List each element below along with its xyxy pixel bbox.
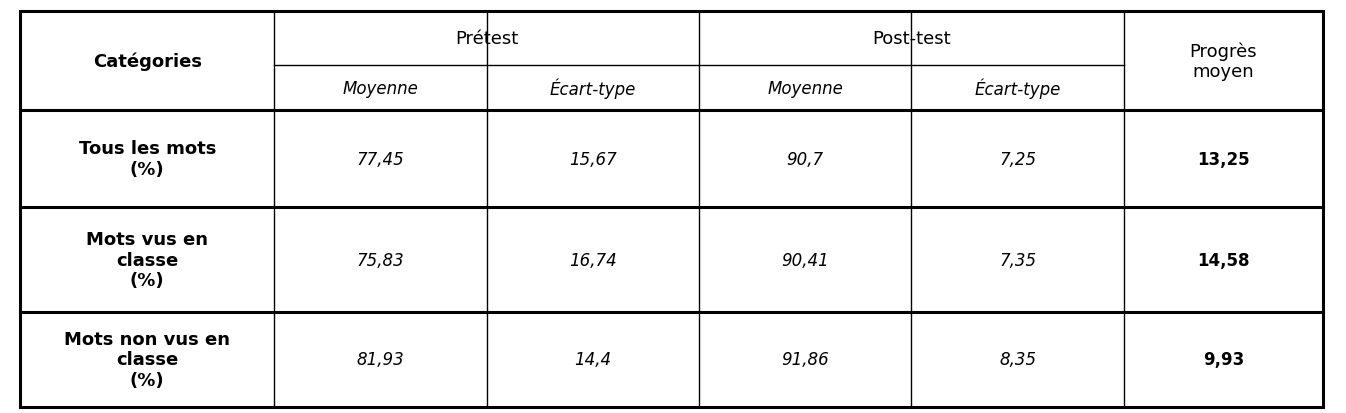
Text: Mots non vus en
classe
(%): Mots non vus en classe (%) (65, 330, 230, 389)
Text: 75,83: 75,83 (357, 251, 404, 269)
Text: Tous les mots
(%): Tous les mots (%) (78, 140, 215, 179)
Text: 81,93: 81,93 (357, 351, 404, 368)
Text: 7,35: 7,35 (999, 251, 1036, 269)
Text: 7,25: 7,25 (999, 150, 1036, 168)
Text: 90,7: 90,7 (786, 150, 824, 168)
Text: Moyenne: Moyenne (342, 79, 419, 97)
Text: 90,41: 90,41 (781, 251, 829, 269)
Text: Prétest: Prétest (455, 30, 518, 48)
Text: 77,45: 77,45 (357, 150, 404, 168)
Text: Moyenne: Moyenne (767, 79, 843, 97)
Text: 9,93: 9,93 (1203, 351, 1244, 368)
Text: 16,74: 16,74 (569, 251, 616, 269)
Text: 13,25: 13,25 (1197, 150, 1249, 168)
Text: 14,4: 14,4 (575, 351, 611, 368)
Text: 8,35: 8,35 (999, 351, 1036, 368)
Text: Écart-type: Écart-type (549, 78, 637, 99)
Text: 91,86: 91,86 (781, 351, 829, 368)
Text: Mots vus en
classe
(%): Mots vus en classe (%) (86, 230, 209, 290)
Text: Progrès
moyen: Progrès moyen (1190, 42, 1257, 81)
Text: Post-test: Post-test (872, 30, 950, 48)
Text: 15,67: 15,67 (569, 150, 616, 168)
Text: 14,58: 14,58 (1197, 251, 1249, 269)
Text: Catégories: Catégories (93, 52, 202, 71)
Text: Écart-type: Écart-type (975, 78, 1061, 99)
